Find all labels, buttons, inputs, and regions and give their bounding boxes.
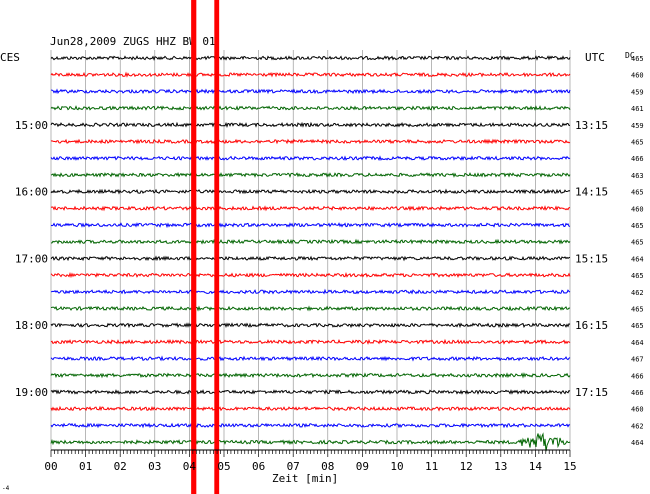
event-saturation-bar [214,0,220,494]
event-saturation-bar [191,0,197,494]
right-timezone-label: UTC [585,51,605,64]
dc-value: 466 [631,155,644,163]
dc-value: 466 [631,389,644,397]
left-hour-label: 15:00 [15,119,48,132]
time-gridlines [50,50,571,450]
dc-value: 465 [631,139,644,147]
x-tick-label: 13 [494,460,507,473]
dc-value: 465 [631,306,644,314]
chart-title: Jun28,2009 ZUGS HHZ BW 01 [50,35,216,48]
x-tick-label: 15 [563,460,576,473]
x-tick-label: 07 [287,460,300,473]
dc-value: 465 [631,322,644,330]
x-tick-label: 11 [425,460,438,473]
trace-line [50,355,571,362]
trace-line [50,171,571,178]
x-tick-label: 12 [460,460,473,473]
x-tick-label: 01 [79,460,92,473]
dc-value: 463 [631,172,644,180]
dc-value: 465 [631,222,644,230]
x-tick-label: 05 [217,460,230,473]
trace-line [50,121,570,128]
right-hour-label: 17:15 [575,386,608,399]
trace-line [50,305,571,312]
dc-value: 460 [631,72,644,80]
dc-value: 464 [631,255,644,263]
x-tick-label: 06 [252,460,265,473]
x-tick-label: 08 [321,460,334,473]
trace-line [50,71,571,78]
x-tick-label: 02 [114,460,127,473]
x-tick-label: 14 [529,460,543,473]
event-markers [191,0,220,494]
trace-group [50,55,571,452]
trace-line [50,405,571,412]
trace-line [50,338,571,345]
trace-line [50,372,571,379]
dc-value: 462 [631,422,644,430]
trace-line [50,255,571,262]
x-tick-label: 10 [390,460,403,473]
trace-line [50,138,571,145]
trace-line [50,155,571,162]
trace-line [50,222,571,229]
trace-line [50,55,571,61]
left-hour-label: 19:00 [15,386,48,399]
dc-value: 459 [631,122,644,130]
trace-line [50,188,571,195]
dc-value: 461 [631,105,644,113]
footer-mark: -4 [2,485,10,492]
trace-line [51,88,571,95]
trace-line [50,272,571,279]
right-hour-label: 16:15 [575,319,608,332]
dc-value-labels: 465 460 459 461 459 465 466 463 465 460 465 465 464 4… [631,55,644,447]
trace-line [50,238,571,245]
dc-value: 460 [631,406,644,414]
x-tick-label: 09 [356,460,369,473]
left-timezone-label: CES [0,51,20,64]
trace-line [50,205,571,212]
left-hour-label: 17:00 [15,252,48,265]
dc-value: 462 [631,289,644,297]
dc-value: 464 [631,439,644,447]
dc-value: 464 [631,339,644,347]
dc-value: 467 [631,356,644,364]
left-hour-label: 16:00 [15,186,48,199]
dc-value: 465 [631,189,644,197]
dc-value: 466 [631,372,644,380]
dc-value: 465 [631,272,644,280]
right-hour-label: 15:15 [575,252,608,265]
left-hour-labels: 15:00 16:00 17:00 18:00 19:00 [15,119,48,399]
dc-value: 459 [631,88,644,96]
dc-column-label: DC [625,51,635,60]
trace-line [50,288,571,295]
dc-value: 465 [631,239,644,247]
dc-value: 465 [631,55,644,63]
trace-line [50,389,571,395]
right-hour-labels: 13:15 14:15 15:15 16:15 17:15 [575,119,608,399]
trace-line [50,322,571,329]
x-tick-label: 00 [44,460,57,473]
trace-line [50,105,571,111]
left-hour-label: 18:00 [15,319,48,332]
dc-value: 460 [631,205,644,213]
x-axis: 00 01 02 03 04 05 06 07 08 09 10 11 12 13 14 15 [44,449,577,473]
trace-line [50,432,571,452]
x-axis-title: Zeit [min] [272,472,338,485]
right-hour-label: 13:15 [575,119,608,132]
x-tick-label: 03 [148,460,161,473]
trace-line [50,422,571,429]
right-hour-label: 14:15 [575,186,608,199]
x-tick-label: 04 [183,460,197,473]
